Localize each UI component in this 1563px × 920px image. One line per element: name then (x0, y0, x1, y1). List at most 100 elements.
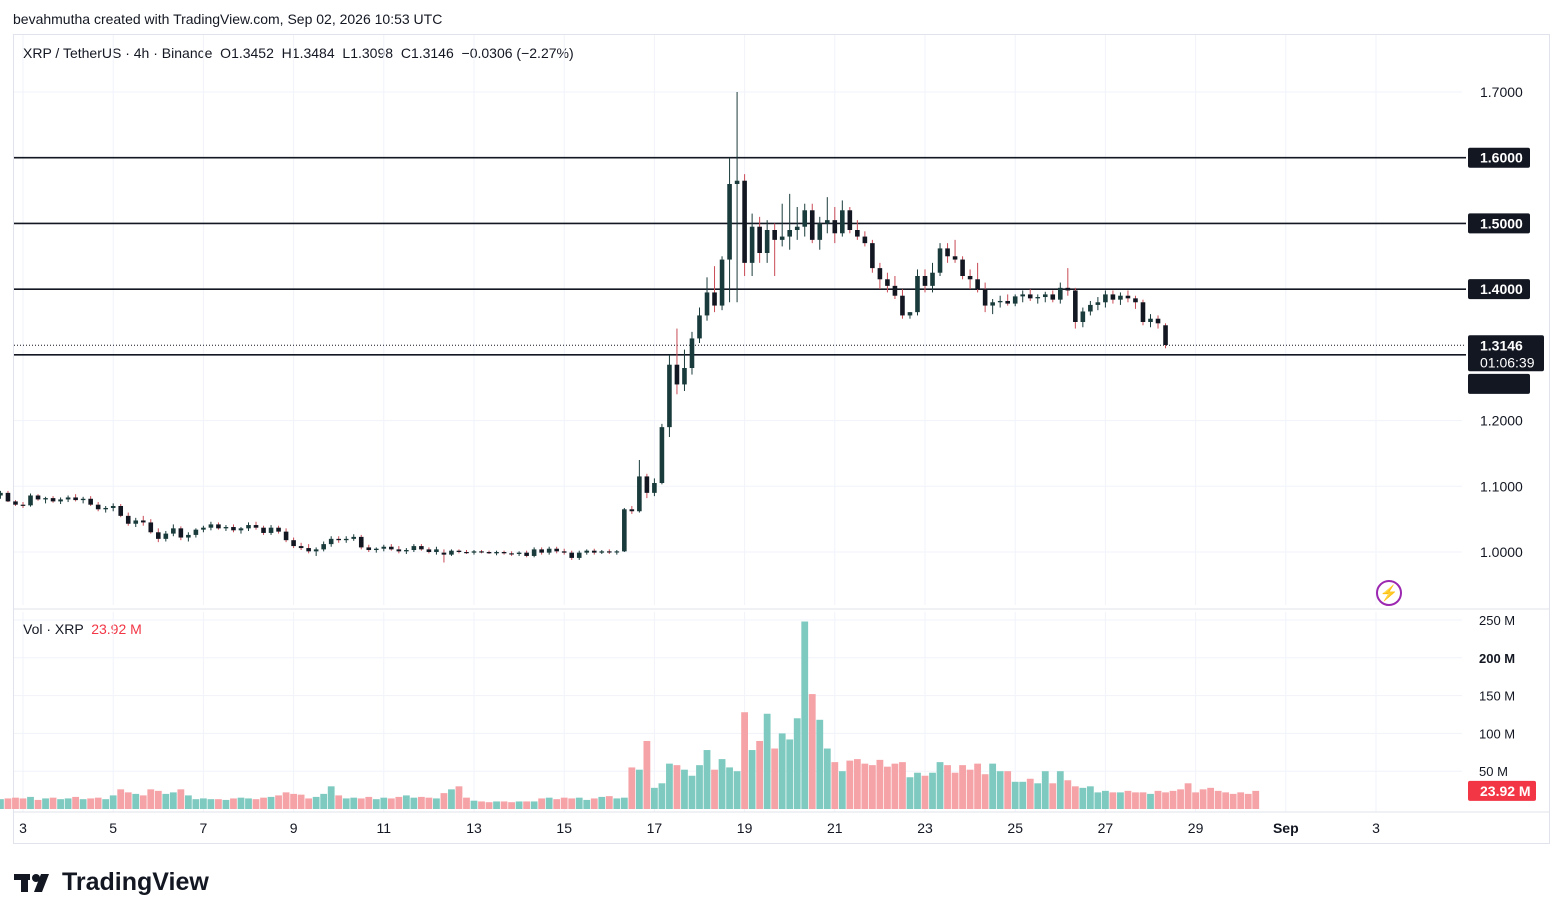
candle-body (824, 220, 830, 224)
symbol-pair: XRP / TetherUS (23, 45, 122, 61)
volume-bar (568, 798, 576, 809)
candle (1035, 294, 1041, 304)
candle (1148, 314, 1153, 328)
candle-body (125, 515, 131, 524)
candle (1118, 292, 1123, 305)
volume-bar (831, 762, 839, 809)
time-tick-label: 29 (1188, 820, 1204, 836)
level-label-bg (1468, 147, 1530, 168)
candle (246, 522, 251, 531)
candle (930, 262, 935, 293)
candle-body (449, 550, 454, 555)
lightning-icon[interactable]: ⚡ (1376, 580, 1402, 606)
candle-body (1110, 294, 1116, 300)
candle (652, 478, 657, 497)
candle-body (65, 497, 71, 500)
brand-name: TradingView (62, 868, 209, 896)
volume-bar (1124, 790, 1132, 809)
candle (719, 256, 725, 311)
volume-bar (1229, 793, 1237, 809)
candle (509, 551, 514, 556)
candle-body (148, 522, 154, 533)
candle-body (524, 552, 529, 556)
candle-body (306, 548, 311, 552)
volume-bar (335, 795, 343, 809)
candle (794, 207, 800, 240)
candle (201, 525, 206, 533)
candle-body (719, 259, 725, 306)
volume-bar (959, 765, 966, 809)
candle-body (809, 210, 815, 240)
candle-body (328, 538, 334, 545)
candle (471, 550, 477, 555)
candle-body (509, 553, 514, 555)
volume-bar (801, 621, 809, 809)
volume-tick-label: 50 M (1479, 764, 1508, 779)
price-level-label: 1.4000 (1480, 281, 1523, 297)
volume-bar (19, 798, 27, 809)
candle (464, 550, 469, 554)
candle-body (764, 230, 770, 253)
symbol-interval: 4h (133, 45, 150, 61)
tradingview-logo[interactable]: TradingView (14, 868, 209, 897)
candle (73, 494, 78, 502)
candle (667, 354, 672, 437)
volume-bar (79, 799, 87, 809)
volume-bar (575, 797, 583, 809)
volume-bar (417, 796, 425, 809)
candle-body (156, 532, 161, 539)
volume-bar (230, 798, 237, 809)
candle-body (276, 527, 281, 532)
candle-body (900, 295, 905, 316)
volume-bar (861, 763, 869, 809)
candle-body (742, 180, 747, 263)
candle-body (253, 525, 259, 528)
candle-body (50, 498, 56, 502)
candle-body (411, 546, 417, 551)
candle-body (930, 272, 935, 286)
candle-body (667, 364, 672, 428)
candle (689, 331, 695, 375)
low-value: 1.3098 (350, 45, 394, 61)
candle (1058, 282, 1063, 304)
time-tick-label: 21 (827, 820, 843, 836)
volume-bar (876, 759, 884, 809)
candle-body (216, 524, 221, 529)
candle-body (291, 540, 296, 547)
candle-body (531, 549, 537, 556)
candle (907, 312, 913, 319)
volume-bar (1034, 783, 1042, 809)
volume-bar (245, 798, 252, 809)
candle (268, 525, 274, 535)
candle-body (456, 550, 462, 552)
volume-bar (282, 792, 290, 809)
price-level-label: 1.6000 (1480, 150, 1523, 166)
candle (156, 528, 161, 543)
price-tick-label: 1.1000 (1480, 478, 1523, 494)
volume-bar (207, 799, 215, 809)
candle (208, 521, 214, 531)
volume-bar (1049, 783, 1057, 809)
price-level-label: 1.5000 (1480, 215, 1523, 231)
candle (599, 550, 605, 554)
candle-body (862, 236, 868, 244)
volume-bar (936, 762, 944, 809)
candle-body (1155, 318, 1161, 324)
candle-body (622, 509, 627, 552)
candle (772, 223, 777, 276)
open-value: 1.3452 (231, 45, 274, 61)
candle (802, 203, 808, 237)
candle (787, 193, 792, 250)
volume-bar (154, 790, 162, 809)
candle-body (261, 527, 266, 533)
volume-bar (823, 748, 831, 809)
candle-body (343, 538, 349, 541)
candle-body (28, 495, 33, 506)
volume-bar (290, 793, 297, 809)
candle-body (832, 220, 838, 234)
volume-bar (4, 798, 12, 809)
candle (20, 502, 26, 508)
candle (43, 496, 48, 504)
candle-body (682, 368, 687, 385)
